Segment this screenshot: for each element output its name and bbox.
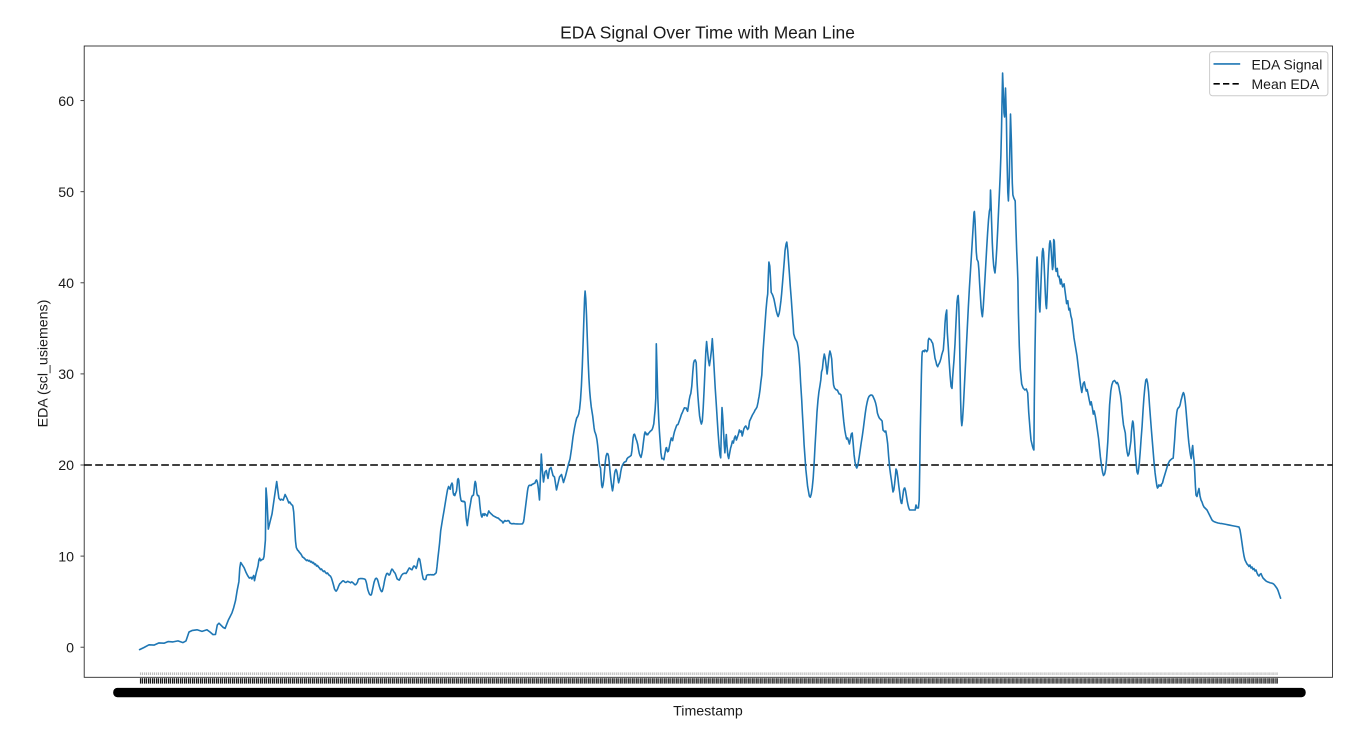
svg-text:EDA Signal Over Time with Mean: EDA Signal Over Time with Mean Line bbox=[560, 23, 855, 43]
svg-text:10: 10 bbox=[58, 549, 74, 565]
svg-text:Mean EDA: Mean EDA bbox=[1252, 76, 1320, 92]
svg-text:30: 30 bbox=[58, 367, 74, 383]
svg-text:EDA (scl_usiemens): EDA (scl_usiemens) bbox=[36, 300, 52, 428]
svg-text:50: 50 bbox=[58, 185, 74, 201]
svg-text:0: 0 bbox=[66, 640, 74, 656]
svg-text:60: 60 bbox=[58, 94, 74, 110]
svg-text:EDA Signal: EDA Signal bbox=[1252, 56, 1323, 72]
svg-text:Timestamp: Timestamp bbox=[673, 703, 743, 719]
svg-text:40: 40 bbox=[58, 276, 74, 292]
svg-text:20: 20 bbox=[58, 458, 74, 474]
